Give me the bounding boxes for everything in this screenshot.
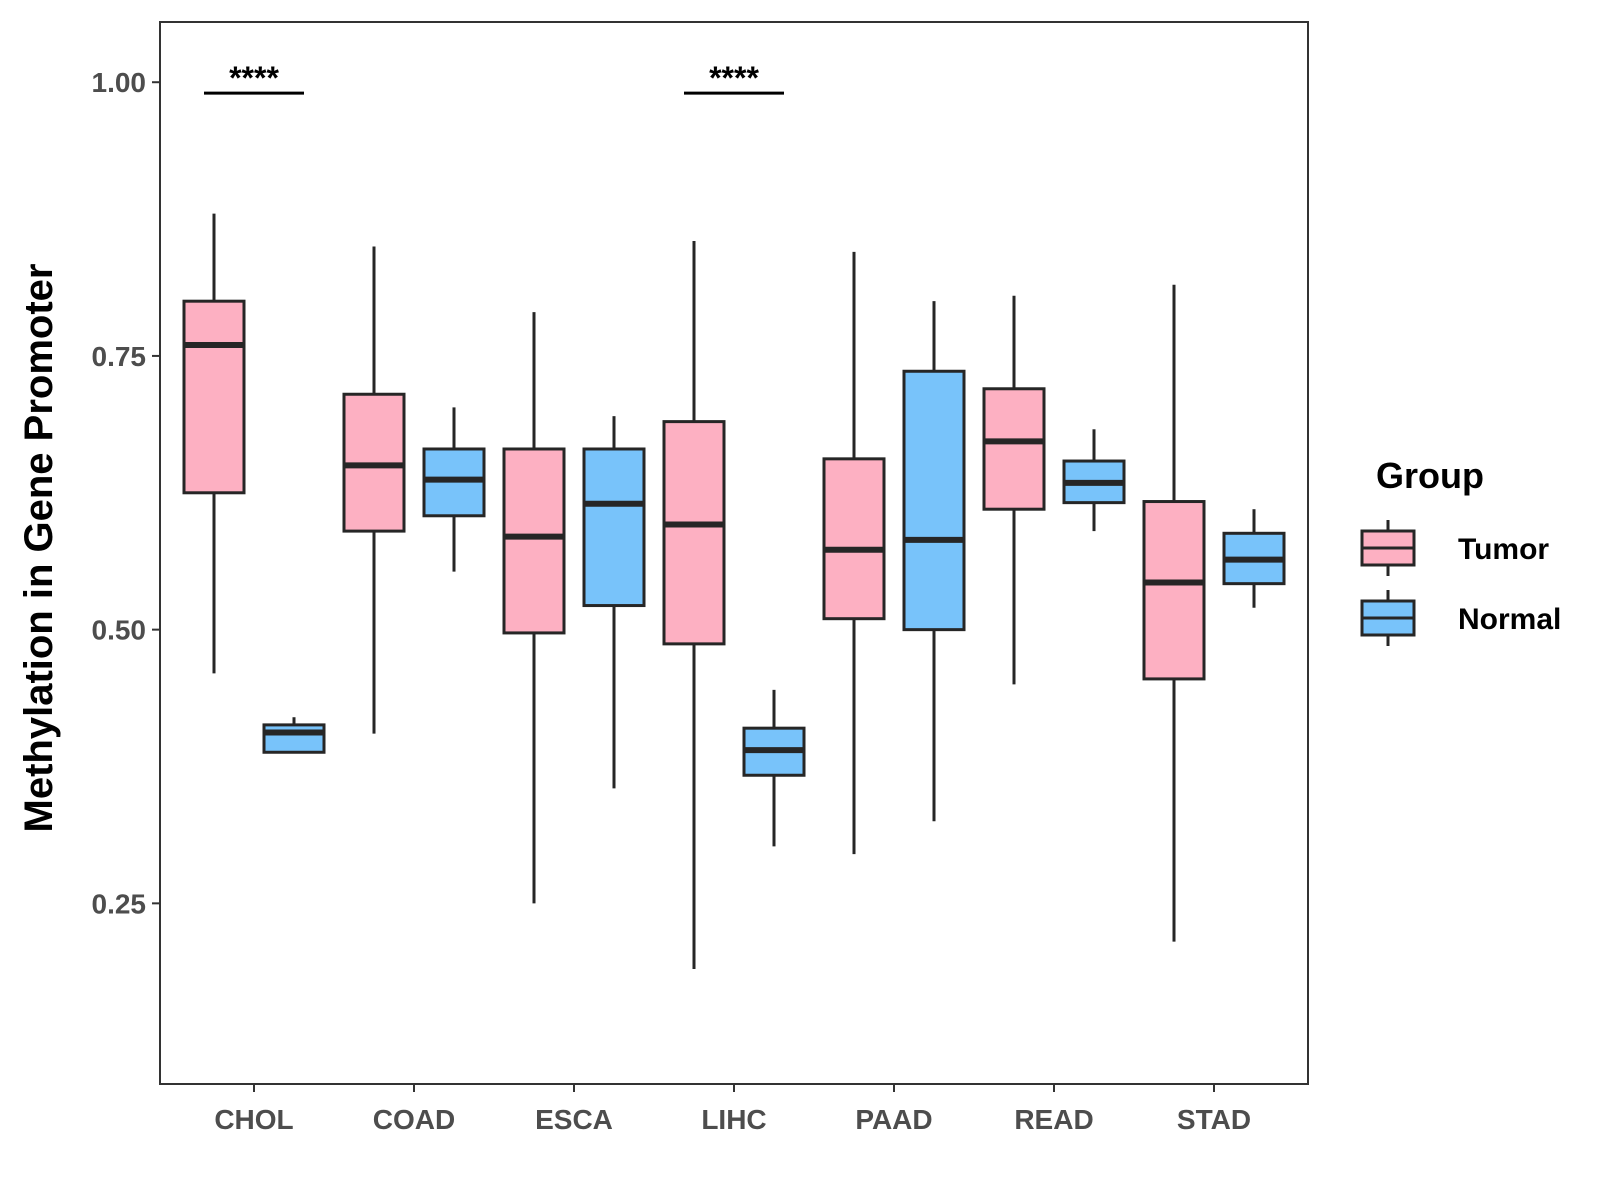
box-normal-chol (262, 717, 326, 754)
box-iqr (182, 299, 246, 495)
legend-label: Tumor (1458, 533, 1549, 566)
y-tick-label: 0.50 (92, 615, 147, 646)
box-iqr (822, 457, 886, 621)
box-normal-read (1062, 429, 1126, 532)
box-tumor-stad (1142, 284, 1206, 942)
x-tick-label-chol: CHOL (214, 1104, 293, 1135)
x-tick-label-coad: COAD (373, 1104, 455, 1135)
box-iqr (1142, 500, 1206, 681)
box-tumor-esca (502, 312, 566, 904)
legend-item-normal: Normal (1360, 590, 1561, 646)
significance-annotations: **** **** (204, 60, 784, 96)
box-tumor-read (982, 295, 1046, 685)
legend: Group Tumor Normal (1360, 455, 1561, 646)
y-tick-label: 0.25 (92, 888, 147, 919)
plot-panel-border (159, 21, 1309, 1085)
box-tumor-paad (822, 251, 886, 855)
box-iqr (582, 447, 646, 608)
box-normal-coad (422, 407, 486, 572)
y-axis: 0.25 0.50 0.75 1.00 (92, 67, 160, 919)
y-axis-label: Methylation in Gene Promoter (17, 264, 61, 833)
significance-label: **** (709, 60, 759, 96)
x-tick-label-esca: ESCA (535, 1104, 613, 1135)
legend-item-tumor: Tumor (1360, 520, 1549, 576)
x-tick-label-stad: STAD (1177, 1104, 1251, 1135)
box-tumor-chol (182, 213, 246, 674)
box-iqr (982, 387, 1046, 511)
legend-title: Group (1376, 455, 1484, 496)
box-iqr (502, 447, 566, 635)
box-normal-stad (1222, 509, 1286, 608)
significance-label: **** (229, 60, 279, 96)
boxes-layer (182, 213, 1286, 970)
box-iqr (662, 420, 726, 646)
box-normal-esca (582, 416, 646, 789)
box-iqr (262, 723, 326, 754)
y-tick-label: 1.00 (92, 67, 147, 98)
y-tick-label: 0.75 (92, 341, 147, 372)
box-normal-paad (902, 301, 966, 822)
legend-label: Normal (1458, 603, 1561, 636)
box-iqr (902, 369, 966, 632)
x-axis: CHOL COAD ESCA LIHC PAAD READ STAD (214, 1084, 1251, 1135)
box-normal-lihc (742, 689, 806, 847)
box-tumor-coad (342, 246, 406, 734)
x-tick-label-read: READ (1014, 1104, 1093, 1135)
x-tick-label-lihc: LIHC (701, 1104, 766, 1135)
box-tumor-lihc (662, 240, 726, 970)
x-tick-label-paad: PAAD (855, 1104, 932, 1135)
